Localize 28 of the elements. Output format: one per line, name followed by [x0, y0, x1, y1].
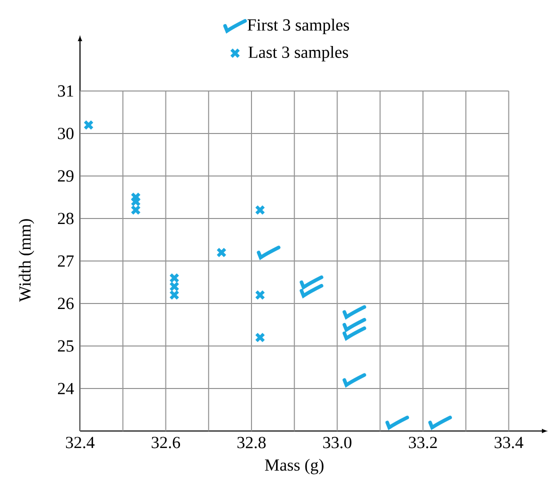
y-tick-label: 31	[58, 85, 74, 97]
y-axis-title: Width (mm)	[18, 219, 34, 302]
point	[254, 290, 266, 300]
point	[254, 332, 266, 343]
y-tick-label: 27	[58, 255, 74, 267]
point	[130, 204, 141, 216]
point	[169, 272, 180, 284]
point	[169, 290, 180, 300]
point	[169, 281, 180, 292]
x-tick-label: 32.8	[237, 436, 266, 448]
y-tick-label: 30	[58, 128, 74, 140]
x-axis-title: Mass (g)	[264, 458, 324, 474]
y-tick-label: 28	[58, 212, 74, 224]
x-tick-label: 32.4	[66, 436, 95, 448]
point	[83, 120, 94, 130]
x-tick-label: 32.6	[152, 436, 180, 448]
x-tick-label: 33.0	[323, 436, 352, 448]
x-tick-label: 33.2	[408, 436, 437, 448]
legend-label: Last 3 samples	[248, 46, 348, 62]
legend-label: First 3 samples	[248, 18, 350, 34]
x-tick-label: 33.4	[494, 436, 524, 448]
y-tick-label: 26	[58, 298, 74, 310]
y-tick-label: 25	[58, 340, 74, 352]
y-tick-label: 24	[58, 382, 74, 394]
y-tick-label: 29	[58, 170, 74, 182]
point	[130, 196, 141, 207]
point	[254, 204, 266, 216]
point	[216, 247, 227, 258]
